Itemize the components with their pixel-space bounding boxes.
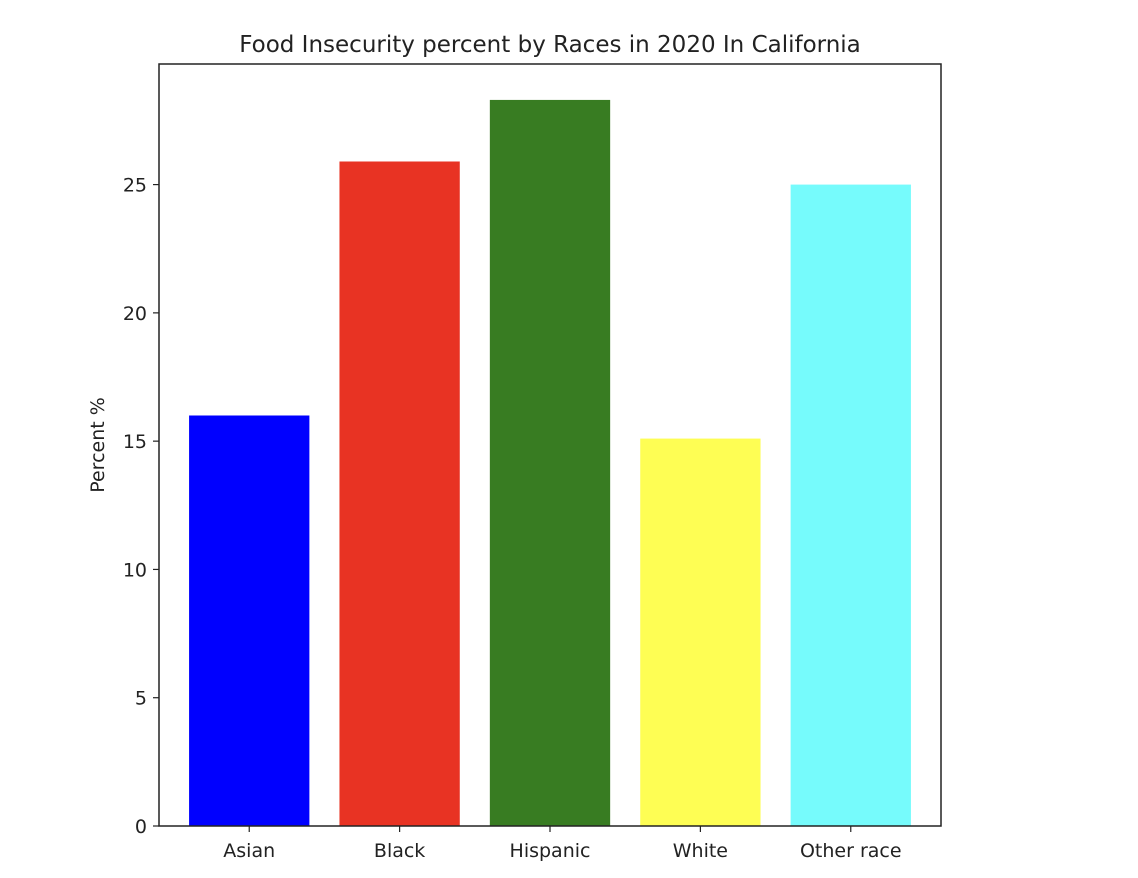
x-tick-label: Black [374,840,425,862]
bar-other-race [790,184,911,826]
x-tick-label: Hispanic [510,840,591,862]
y-axis-label: Percent % [87,397,109,493]
x-tick-label: Asian [223,840,275,862]
bar-hispanic [489,99,611,826]
x-tick-label: White [673,840,728,862]
y-tick-label: 15 [123,431,147,453]
bar-asian [189,415,310,826]
y-axis-ticks: 0 5 10 15 20 25 [123,175,159,838]
y-tick-label: 5 [135,688,147,710]
bar-black [339,161,460,827]
plot-frame [158,63,942,827]
y-tick-label: 20 [123,303,147,325]
x-tick-label: Other race [800,840,902,862]
y-tick-label: 10 [123,559,147,581]
bar-white [640,438,761,826]
y-tick-label: 25 [123,175,147,197]
y-tick-label: 0 [135,816,147,838]
bars-layer [189,99,911,827]
x-axis-ticks: Asian Black Hispanic White Other race [223,826,902,862]
chart-title: Food Insecurity percent by Races in 2020… [239,32,861,58]
